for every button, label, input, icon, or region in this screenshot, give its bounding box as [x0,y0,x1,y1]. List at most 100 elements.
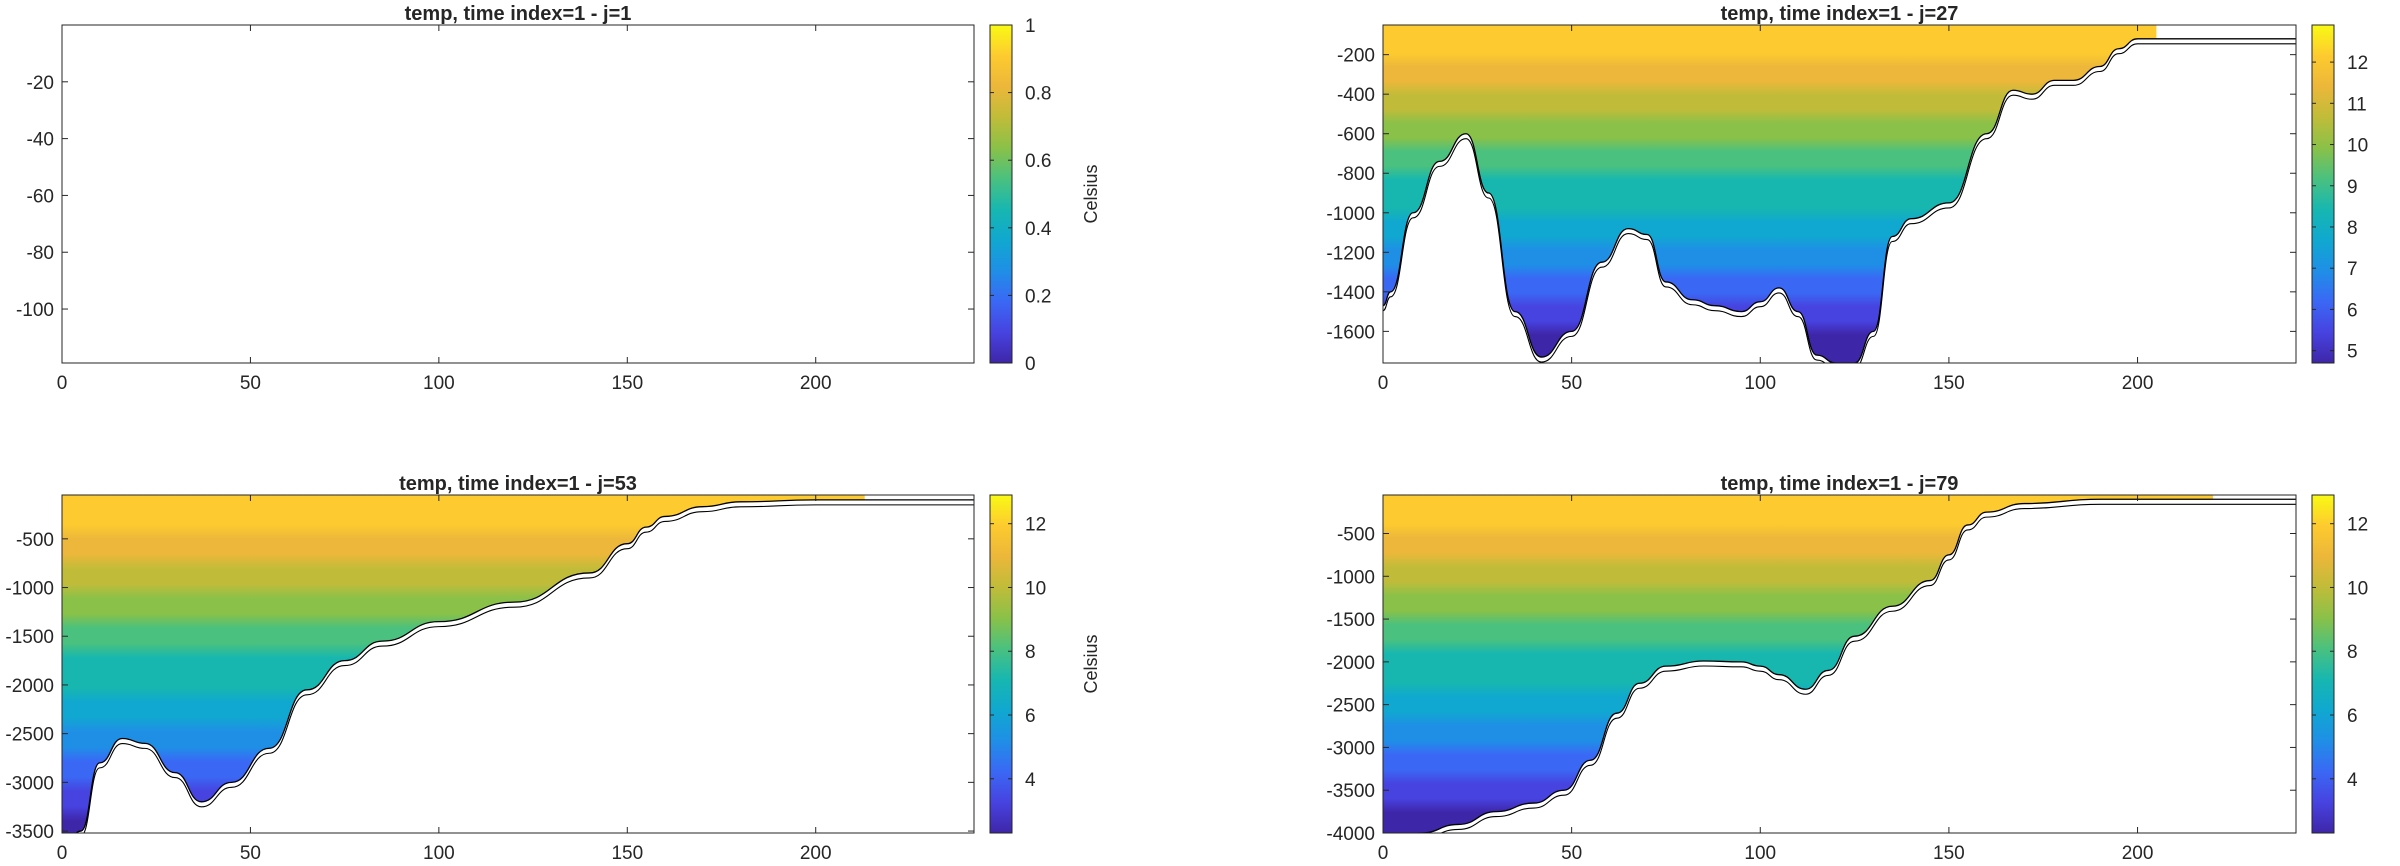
colorbar-tick-label: 8 [1025,642,1036,663]
y-tick-label: -3500 [1326,781,1375,802]
colorbar-label: Celsius [1081,634,1101,693]
y-tick-label: -100 [16,300,54,321]
colorbar-tick-label: 0.4 [1025,219,1052,240]
x-tick-label: 100 [423,843,455,861]
colorbar [989,494,1013,834]
y-tick-label: -4000 [1326,824,1375,845]
chart-panel-4: 0 50 100 150 200 -500 -1000 -1500 -2000 -2500 -300… [1326,473,2368,864]
x-tick-label: 200 [2122,843,2154,861]
y-tick-label: -500 [1337,525,1375,546]
y-tick-label: -200 [1337,46,1375,67]
y-tick-label: -1000 [1326,567,1375,588]
colorbar-tick-label: 8 [2347,218,2358,239]
y-tick-label: -500 [16,530,54,551]
temperature-field [62,495,865,833]
axes-box [1382,494,2297,834]
axes-box [1382,24,2297,364]
y-tick-label: -600 [1337,125,1375,146]
x-tick-label: 50 [1561,843,1582,861]
x-tick-label: 0 [1378,373,1389,394]
y-tick-label: -1000 [5,579,54,600]
bathymetry-line-outer [83,504,974,833]
colorbar-tick-label: 6 [2347,706,2358,727]
colorbar-tick-label: 7 [2347,259,2358,280]
y-tick-label: -400 [1337,85,1375,106]
colorbar-tick-label: 12 [2347,515,2368,536]
colorbar-tick-label: 6 [2347,300,2358,321]
x-tick-label: 100 [1744,373,1776,394]
colorbar-tick-label: 12 [1025,515,1046,536]
colorbar-tick-label: 0.2 [1025,286,1051,307]
y-tick-label: -80 [27,243,54,264]
colorbar-tick-label: 11 [2347,94,2367,115]
colorbar [2311,494,2335,834]
x-tick-label: 200 [800,843,832,861]
colorbar-tick-label: 4 [1025,770,1036,791]
x-tick-label: 150 [1933,843,1965,861]
chart-panel-2: 0 50 100 150 200 -200 -400 -600 -800 -1000 -1200 -1… [1326,3,2368,394]
bathymetry-line-outer [1383,43,2296,363]
colorbar-tick-label: 9 [2347,177,2358,198]
colorbar-tick-label: 10 [1025,578,1046,599]
bathymetry-line [1383,38,2296,363]
x-tick-label: 0 [57,373,68,394]
y-tick-label: -3000 [1326,738,1375,759]
colorbar [2311,24,2335,364]
x-tick-label: 100 [1744,843,1776,861]
y-tick-label: -40 [27,130,54,151]
y-tick-label: -1200 [1326,243,1375,264]
x-tick-label: 150 [611,373,643,394]
x-tick-label: 200 [800,373,832,394]
colorbar-tick-label: 0.6 [1025,151,1051,172]
bathymetry-line [75,499,974,833]
y-tick-label: -1600 [1326,322,1375,343]
y-tick-label: -2000 [1326,653,1375,674]
chart-panel-1: 0 50 100 150 200 -20 -40 -60 -80 -100 temp, time i… [16,3,1101,394]
bathymetry-line [1412,498,2296,833]
colorbar [989,24,1013,364]
colorbar-tick-label: 1 [1025,16,1036,37]
y-tick-label: -1400 [1326,283,1375,304]
colorbar-tick-label: 5 [2347,342,2358,363]
chart-title: temp, time index=1 - j=27 [1721,3,1959,25]
y-tick-label: -3000 [5,773,54,794]
x-tick-label: 0 [57,843,68,861]
x-tick-label: 200 [2122,373,2154,394]
chart-title: temp, time index=1 - j=1 [405,3,632,25]
x-tick-label: 100 [423,373,455,394]
x-tick-label: 150 [611,843,643,861]
chart-title: temp, time index=1 - j=79 [1721,473,1959,495]
y-tick-label: -2000 [5,676,54,697]
temperature-field [1383,25,2157,363]
colorbar-tick-label: 10 [2347,578,2368,599]
y-tick-label: -800 [1337,164,1375,185]
colorbar-tick-label: 8 [2347,642,2358,663]
chart-title: temp, time index=1 - j=53 [399,473,637,495]
y-tick-label: -20 [27,73,54,94]
y-tick-label: -2500 [5,725,54,746]
y-tick-label: -2500 [1326,696,1375,717]
colorbar-tick-label: 0.8 [1025,84,1051,105]
x-tick-label: 50 [240,843,261,861]
chart-panel-3: 0 50 100 150 200 -500 -1000 -1500 -2000 -2500 -300… [5,473,1101,864]
x-tick-label: 50 [240,373,261,394]
temperature-field [1383,495,2213,833]
x-tick-label: 150 [1933,373,1965,394]
y-tick-label: -1500 [1326,610,1375,631]
y-tick-label: -60 [27,186,54,207]
x-tick-label: 50 [1561,373,1582,394]
axes-box [61,24,975,364]
axes-box [61,494,975,834]
y-tick-label: -1500 [5,627,54,648]
colorbar-tick-label: 0 [1025,354,1036,375]
colorbar-tick-label: 4 [2347,770,2358,791]
y-tick-label: -3500 [5,822,54,843]
colorbar-label: Celsius [1081,164,1101,223]
colorbar-tick-label: 12 [2347,53,2368,74]
x-tick-label: 0 [1378,843,1389,861]
bathymetry-line-outer [1439,503,2296,833]
colorbar-tick-label: 6 [1025,706,1036,727]
colorbar-tick-label: 10 [2347,136,2368,157]
